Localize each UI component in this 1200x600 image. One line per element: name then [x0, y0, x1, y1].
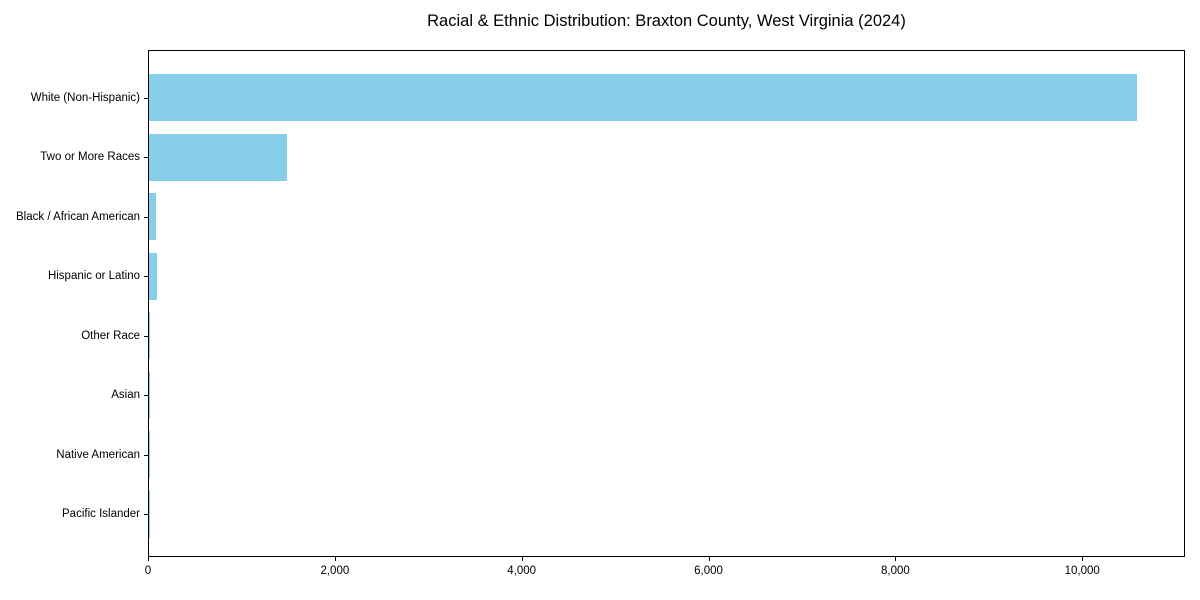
x-tick-mark [521, 557, 523, 561]
y-tick-label-hispanic-or-latino: Hispanic or Latino [47, 270, 140, 283]
y-tick-mark [144, 335, 148, 337]
y-tick-mark [144, 514, 148, 516]
y-tick-label-native-american: Native American [56, 448, 140, 461]
bar-hispanic-or-latino [149, 252, 158, 300]
x-tick-mark [1082, 557, 1084, 561]
y-tick-mark [144, 97, 148, 99]
x-tick-mark [895, 557, 897, 561]
y-tick-label-two-or-more-races: Two or More Races [40, 151, 140, 164]
y-tick-mark [144, 157, 148, 159]
y-tick-mark [144, 454, 148, 456]
bar-other-race [149, 312, 151, 360]
y-tick-mark [144, 395, 148, 397]
plot-area [148, 50, 1185, 557]
x-tick-mark [708, 557, 710, 561]
y-tick-label-other-race: Other Race [81, 329, 140, 342]
x-tick-label-10-000: 10,000 [1064, 565, 1100, 577]
y-tick-label-white-non-hispanic: White (Non-Hispanic) [30, 91, 140, 104]
x-tick-label-0: 0 [144, 565, 152, 577]
x-tick-label-8-000: 8,000 [880, 565, 910, 577]
x-tick-label-2-000: 2,000 [320, 565, 350, 577]
x-tick-mark [148, 557, 149, 561]
bar-white-non-hispanic [149, 74, 1137, 122]
bar-two-or-more-races [149, 133, 288, 181]
chart-title: Racial & Ethnic Distribution: Braxton Co… [427, 12, 906, 30]
x-tick-label-6-000: 6,000 [694, 565, 723, 577]
y-tick-label-asian: Asian [111, 389, 140, 402]
y-tick-mark [144, 216, 148, 218]
bar-black-african-american [149, 193, 156, 241]
y-tick-label-pacific-islander: Pacific Islander [62, 508, 140, 521]
y-tick-label-black-african-american: Black / African American [16, 210, 140, 223]
x-tick-mark [334, 557, 336, 561]
y-tick-mark [144, 276, 148, 278]
bar-asian [149, 371, 150, 419]
x-tick-label-4-000: 4,000 [507, 565, 537, 577]
